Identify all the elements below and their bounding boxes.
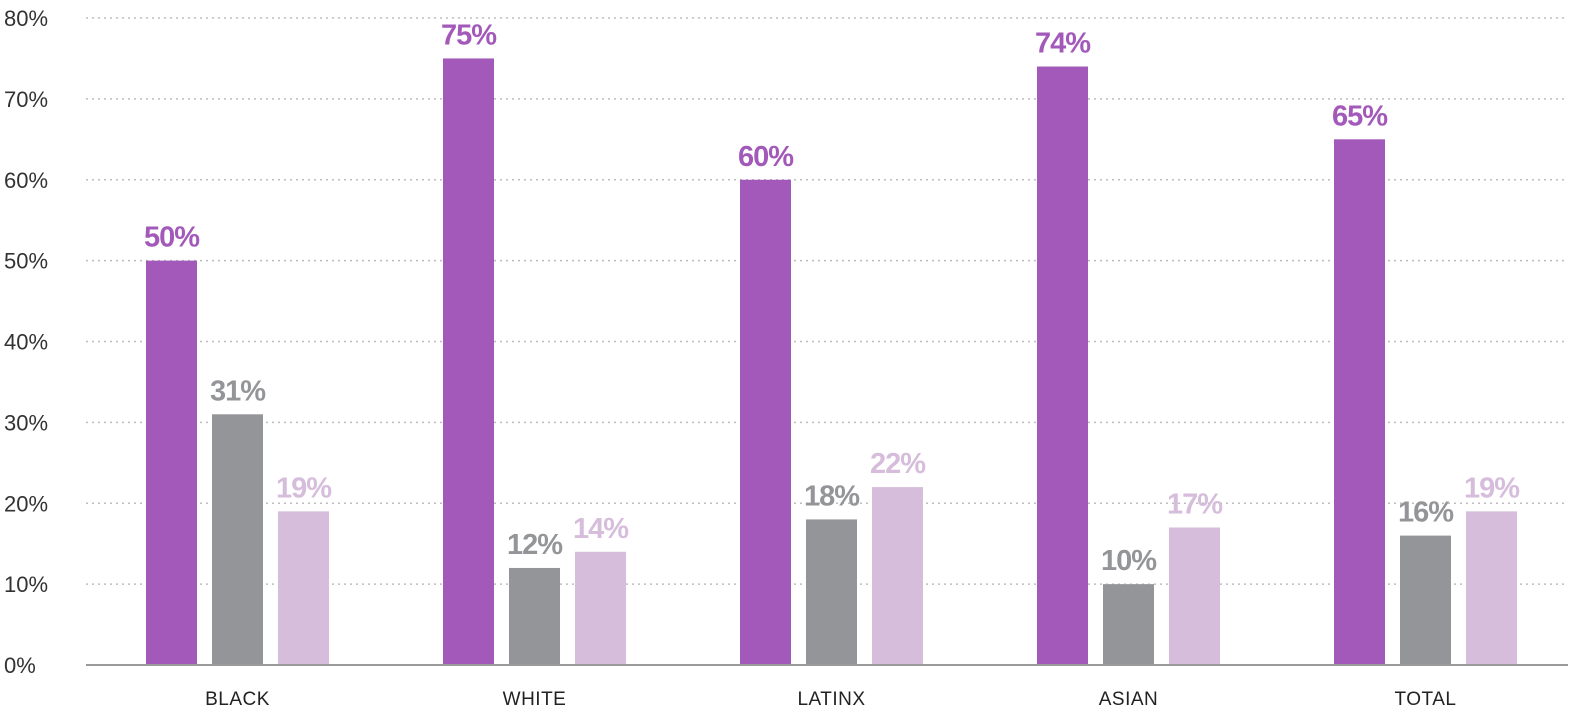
bar-value-label: 65% (1332, 100, 1388, 132)
y-tick-label: 30% (4, 410, 48, 435)
bar (278, 511, 329, 665)
bar-value-label: 74% (1035, 28, 1091, 60)
bar (212, 414, 263, 665)
bar (443, 58, 494, 665)
bar (1103, 584, 1154, 665)
x-category-label: ASIAN (1099, 689, 1159, 710)
x-category-label: WHITE (503, 689, 567, 710)
y-tick-label: 80% (4, 6, 48, 31)
y-tick-label: 60% (4, 168, 48, 193)
bar-value-label: 75% (441, 19, 497, 51)
bar-value-label: 50% (144, 222, 200, 254)
bar-value-label: 19% (276, 472, 332, 504)
bars (146, 58, 1517, 665)
y-tick-label: 10% (4, 572, 48, 597)
x-category-label: TOTAL (1395, 689, 1457, 710)
bar (146, 260, 197, 665)
bar (1466, 511, 1517, 665)
bar-value-label: 17% (1167, 489, 1223, 521)
bar (872, 487, 923, 665)
bar-value-label: 18% (804, 480, 860, 512)
bar-value-label: 12% (507, 529, 563, 561)
bar-value-label: 16% (1398, 497, 1454, 529)
bar-value-label: 19% (1464, 472, 1520, 504)
x-category-label: LATINX (797, 689, 865, 710)
bar-value-label: 14% (573, 513, 629, 545)
bar (1169, 527, 1220, 665)
x-category-label: BLACK (205, 689, 270, 710)
y-tick-label: 70% (4, 87, 48, 112)
bar (1037, 66, 1088, 665)
y-tick-label: 40% (4, 330, 48, 355)
y-tick-label: 50% (4, 249, 48, 274)
bar-value-label: 31% (210, 375, 266, 407)
y-tick-label: 0% (4, 653, 36, 678)
bar (575, 551, 626, 665)
bar (1334, 139, 1385, 665)
bar (509, 567, 560, 665)
bar (806, 519, 857, 665)
bar-value-label: 22% (870, 448, 926, 480)
y-tick-label: 20% (4, 491, 48, 516)
grid-lines (86, 17, 1568, 585)
bar-value-label: 60% (738, 141, 794, 173)
bar (740, 179, 791, 665)
x-axis-categories: BLACK WHITE LATINX ASIAN TOTAL (205, 689, 1456, 710)
bar-value-label: 10% (1101, 545, 1157, 577)
bar (1400, 535, 1451, 665)
y-axis-ticks: 0% 10% 20% 30% 40% 50% 60% 70% 80% (4, 6, 48, 678)
data-labels: 50% 31% 19% 75% 12% 14% 60% 18% 22% 74% 10% 17% 65% 1… (144, 19, 1521, 577)
